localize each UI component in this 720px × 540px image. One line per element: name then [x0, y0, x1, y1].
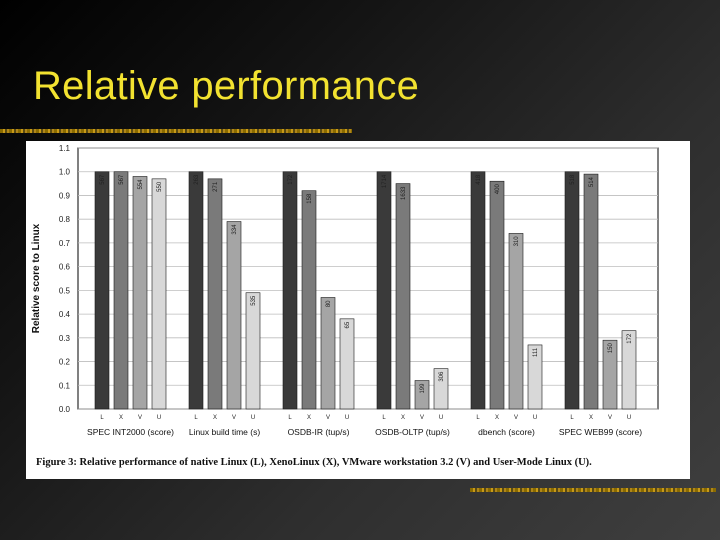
y-tick-label: 0.5 [59, 286, 71, 295]
bar [94, 171, 110, 410]
y-axis-label: Relative score to Linux [31, 223, 42, 333]
bar-category-label: U [627, 415, 631, 421]
bar [301, 190, 317, 410]
bar [376, 171, 392, 410]
bar-category-label: X [119, 415, 123, 421]
group-label: Linux build time (s) [189, 427, 261, 437]
bar-value-label: 271 [213, 181, 219, 192]
bar [226, 221, 242, 410]
bar-category-label: V [326, 415, 330, 421]
bar [433, 368, 449, 410]
bar [470, 171, 486, 410]
bar-category-label: L [194, 415, 198, 421]
bar-category-label: V [514, 415, 518, 421]
y-tick-label: 0.0 [59, 405, 71, 414]
bar [245, 292, 261, 410]
y-tick-label: 0.1 [59, 381, 71, 390]
y-tick-label: 0.9 [59, 191, 71, 200]
bar-category-label: X [589, 415, 593, 421]
bar-value-label: 172 [627, 333, 633, 344]
bar-category-label: V [420, 415, 424, 421]
bar-value-label: 535 [251, 295, 257, 306]
bar [564, 171, 580, 410]
y-tick-label: 1.1 [59, 144, 71, 153]
bar-category-label: X [213, 415, 217, 421]
chart-caption: Figure 3: Relative performance of native… [36, 457, 592, 468]
bar-value-label: 514 [589, 176, 595, 187]
bar-value-label: 111 [533, 347, 539, 357]
bar-value-label: 80 [326, 300, 332, 307]
bar-category-label: U [533, 415, 537, 421]
bar [132, 176, 148, 410]
bar [527, 344, 543, 410]
group-label: SPEC WEB99 (score) [559, 427, 642, 437]
bar-value-label: 306 [439, 371, 445, 382]
bar [583, 173, 599, 410]
bar [414, 380, 430, 410]
bar-value-label: 310 [514, 236, 520, 247]
bar-category-label: U [439, 415, 443, 421]
bar-category-label: U [157, 415, 161, 421]
bar [339, 318, 355, 410]
bar-category-label: X [307, 415, 311, 421]
bar-value-label: 65 [345, 321, 351, 328]
group-label: OSDB-IR (tup/s) [288, 427, 350, 437]
bar [320, 297, 336, 410]
group-label: dbench (score) [478, 427, 535, 437]
bar-category-label: V [608, 415, 612, 421]
bar-value-label: 334 [232, 224, 238, 235]
bar-value-label: 263 [194, 174, 200, 185]
plot-area [77, 147, 659, 410]
bar-category-label: X [401, 415, 405, 421]
bar [113, 171, 129, 410]
bar-category-label: V [232, 415, 236, 421]
decorative-rule-top [0, 129, 352, 133]
bar-value-label: 1714 [382, 174, 388, 188]
bar-value-label: 554 [138, 179, 144, 190]
bar-value-label: 199 [420, 383, 426, 394]
bar [188, 171, 204, 410]
bar [395, 183, 411, 410]
bar-category-label: L [570, 415, 574, 421]
bar-category-label: L [476, 415, 480, 421]
bar-category-label: U [345, 415, 349, 421]
bar [151, 178, 167, 410]
bar-category-label: L [288, 415, 292, 421]
decorative-rule-bottom [470, 488, 716, 492]
bar-value-label: 567 [119, 174, 125, 185]
y-tick-label: 0.8 [59, 215, 71, 224]
bar [621, 330, 637, 410]
bar-value-label: 550 [157, 181, 163, 192]
bar [207, 178, 223, 410]
bar-value-label: 400 [495, 184, 501, 195]
bar-value-label: 158 [307, 193, 313, 204]
figure-panel: 0.0 0.1 0.2 0.3 0.4 0.5 0.6 0.7 0.8 0.9 1.0 1.1 Rela… [26, 141, 690, 479]
bar-category-label: X [495, 415, 499, 421]
bar-category-label: V [138, 415, 142, 421]
y-tick-label: 0.7 [59, 239, 71, 248]
bar [602, 339, 618, 410]
slide-title: Relative performance [33, 64, 420, 108]
bar [508, 233, 524, 410]
bar-category-label: L [382, 415, 386, 421]
bar-value-label: 172 [288, 174, 294, 185]
bar-category-label: L [100, 415, 104, 421]
bar-value-label: 418 [476, 174, 482, 185]
bar-category-label: U [251, 415, 255, 421]
bar-value-label: 518 [570, 174, 576, 185]
bar-value-label: 150 [608, 343, 614, 354]
y-tick-label: 0.4 [59, 310, 71, 319]
performance-bar-chart: 0.0 0.1 0.2 0.3 0.4 0.5 0.6 0.7 0.8 0.9 1.0 1.1 Rela… [31, 144, 659, 437]
group-label: OSDB-OLTP (tup/s) [375, 427, 450, 437]
bar-value-label: 567 [100, 174, 106, 185]
group-label: SPEC INT2000 (score) [87, 427, 174, 437]
bar [489, 180, 505, 410]
y-tick-label: 0.6 [59, 263, 71, 272]
bar [282, 171, 298, 410]
y-tick-label: 0.3 [59, 334, 71, 343]
y-tick-label: 0.2 [59, 358, 71, 367]
y-tick-label: 1.0 [59, 168, 71, 177]
bar-value-label: 1633 [401, 186, 407, 200]
